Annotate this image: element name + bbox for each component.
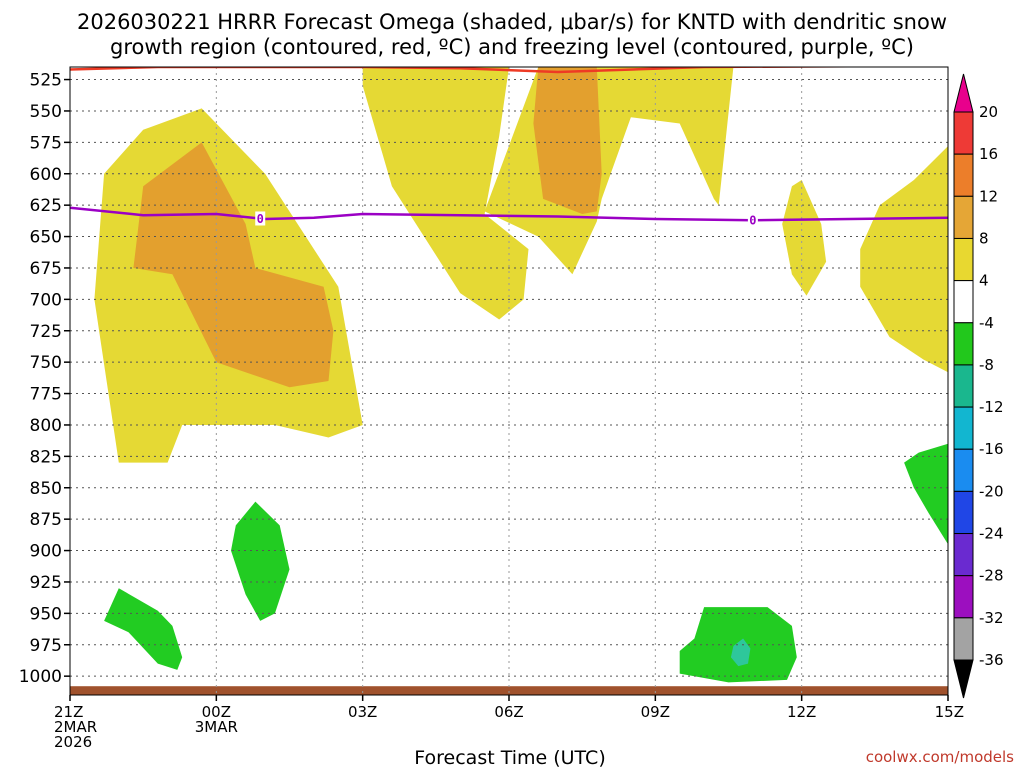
omega-region-center-right-yellow — [484, 67, 734, 275]
omega-region-west-orange — [133, 142, 334, 388]
colorbar: 20 16 12 8 4 -4 -8 -12 -16 -20 -24 -28 -32 -36 — [953, 73, 1004, 699]
x-tick-label: 09Z — [641, 703, 670, 721]
y-tick-label-725: 725 — [30, 322, 62, 342]
colorbar-box — [953, 237, 974, 282]
x-tick-label: 2026 — [54, 733, 92, 751]
x-tick-label: 06Z — [494, 703, 523, 721]
y-tick-label-975: 975 — [30, 636, 62, 656]
y-tick-label-700: 700 — [30, 290, 62, 310]
dgz-contour — [70, 67, 939, 74]
omega-region-east-yellow — [860, 146, 948, 373]
chart-title-line-2: growth region (contoured, red, ºC) and f… — [110, 35, 914, 59]
x-tick-label: 12Z — [787, 703, 816, 721]
y-tick-label-675: 675 — [30, 259, 62, 279]
x-tick-label: 21Z — [54, 703, 83, 721]
colorbar-box — [953, 617, 974, 661]
y-tick-label-550: 550 — [30, 102, 62, 122]
colorbar-label: -32 — [979, 609, 1004, 627]
x-axis-label: Forecast Time (UTC) — [414, 747, 605, 768]
y-tick-label-875: 875 — [30, 510, 62, 530]
freezing-level-label: 0 — [749, 214, 756, 228]
colorbar-label: 16 — [979, 145, 998, 163]
y-tick-label-925: 925 — [30, 573, 62, 593]
colorbar-box — [953, 153, 974, 197]
y-tick-label-1000: 1000 — [19, 667, 62, 687]
freezing-level-contour — [70, 206, 948, 222]
colorbar-label: 12 — [979, 187, 998, 205]
y-tick-label-600: 600 — [30, 165, 62, 185]
colorbar-box — [953, 575, 974, 619]
y-tick-label-525: 525 — [30, 71, 62, 91]
freezing-level-label: 0 — [257, 212, 264, 226]
colorbar-label: -4 — [979, 314, 994, 332]
colorbar-label: -24 — [979, 525, 1004, 543]
y-tick-label-850: 850 — [30, 479, 62, 499]
colorbar-label: 8 — [979, 229, 989, 247]
omega-region-teal-10z — [730, 638, 751, 667]
y-tick-label-650: 650 — [30, 228, 62, 248]
omega-region-center-orange — [533, 67, 602, 214]
x-tick-label: 00Z — [202, 703, 231, 721]
colorbar-label: -16 — [979, 440, 1004, 458]
colorbar-box — [953, 533, 974, 577]
colorbar-label: 4 — [979, 272, 989, 290]
y-tick-label-750: 750 — [30, 353, 62, 373]
colorbar-box — [953, 448, 974, 492]
colorbar-label: -12 — [979, 398, 1004, 416]
colorbar-label: -20 — [979, 482, 1004, 500]
colorbar-box — [953, 322, 974, 366]
freezing-label-bg — [255, 211, 266, 226]
y-tick-label-950: 950 — [30, 604, 62, 624]
omega-region-center-yellow — [362, 67, 529, 320]
omega-region-green-east — [904, 443, 948, 545]
omega-region-green-sw — [104, 588, 183, 670]
y-tick-label-800: 800 — [30, 416, 62, 436]
y-tick-label-575: 575 — [30, 133, 62, 153]
contour-lines — [70, 67, 948, 222]
colorbar-lower-extension — [953, 659, 974, 699]
x-tick-label: 15Z — [935, 703, 964, 721]
omega-region-small-yellow-12z — [782, 180, 827, 296]
colorbar-box — [953, 280, 974, 324]
omega-region-green-00z — [231, 501, 290, 621]
colorbar-label: -28 — [979, 567, 1004, 585]
x-tick-label: 3MAR — [195, 718, 238, 736]
colorbar-label: 20 — [979, 103, 998, 121]
colorbar-label: -8 — [979, 356, 994, 374]
pressure-axis: 525 550 575 600 625 650 675 700 725 750 775 800 825 8… — [19, 71, 70, 687]
grid-lines — [69, 67, 949, 695]
y-tick-label-775: 775 — [30, 385, 62, 405]
y-tick-label-825: 825 — [30, 447, 62, 467]
x-tick-label: 2MAR — [54, 718, 97, 736]
terrain-strip — [70, 686, 948, 695]
colorbar-box — [953, 111, 974, 155]
colorbar-box — [953, 490, 974, 535]
omega-shaded-regions — [70, 67, 948, 695]
colorbar-upper-extension — [953, 73, 974, 113]
colorbar-box — [953, 364, 974, 408]
colorbar-box — [953, 195, 974, 239]
credit-text: coolwx.com/models — [866, 748, 1014, 766]
colorbar-box — [953, 406, 974, 450]
freezing-label-bg — [747, 213, 758, 228]
y-tick-label-625: 625 — [30, 196, 62, 216]
chart-title-line-1: 2026030221 HRRR Forecast Omega (shaded, … — [77, 10, 947, 34]
y-tick-label-900: 900 — [30, 542, 62, 562]
x-tick-label: 03Z — [348, 703, 377, 721]
colorbar-label: -36 — [979, 651, 1004, 669]
